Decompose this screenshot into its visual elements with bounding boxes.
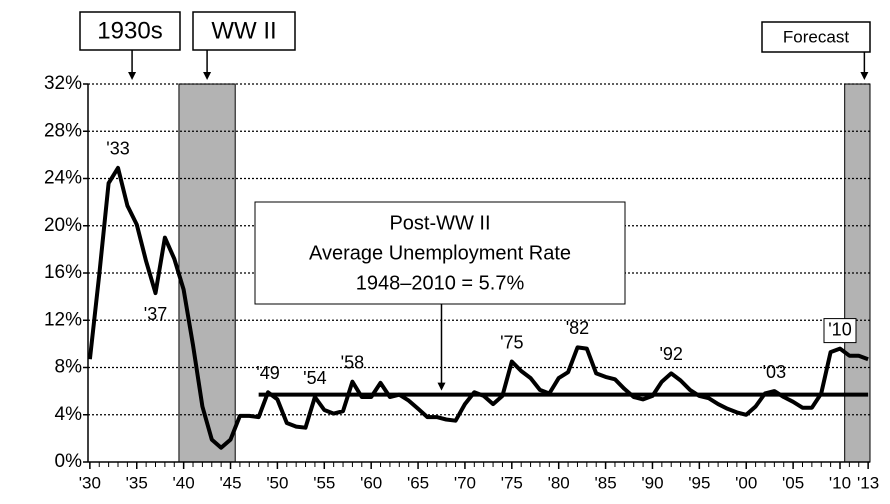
period-label: WW II xyxy=(211,17,276,44)
arrow-head xyxy=(128,72,137,80)
point-label: '10 xyxy=(828,319,851,339)
x-tick-label: '05 xyxy=(782,473,804,492)
x-tick-label: '60 xyxy=(360,473,382,492)
x-tick-label: '40 xyxy=(173,473,195,492)
x-tick-label: '55 xyxy=(313,473,335,492)
annotation-layer: '33 '37 '49 '54 '58 '75 '82 '92 '03 '10 1930s WW II… xyxy=(79,11,871,391)
period-label-box xyxy=(761,21,871,53)
point-label: '92 xyxy=(659,344,682,364)
x-tick-label: '75 xyxy=(501,473,523,492)
y-tick-label: 28% xyxy=(44,120,82,141)
x-tick-label: '35 xyxy=(126,473,148,492)
point-label: '49 xyxy=(256,363,279,383)
point-label: '58 xyxy=(341,352,364,372)
average-label: Average Unemployment Rate xyxy=(309,242,571,264)
x-tick-label: '10 xyxy=(829,473,851,492)
x-tick-label: '70 xyxy=(454,473,476,492)
y-tick-label: 16% xyxy=(44,262,82,283)
shaded-period xyxy=(178,83,236,463)
point-label: '33 xyxy=(106,139,129,159)
point-label: '54 xyxy=(303,368,326,388)
average-label: Post-WW II xyxy=(389,212,490,234)
point-label-box xyxy=(823,318,857,344)
y-tick-label: 20% xyxy=(44,215,82,236)
average-label-box xyxy=(254,201,626,305)
y-tick-label: 12% xyxy=(44,309,82,330)
average-label: 1948–2010 = 5.7% xyxy=(356,272,525,294)
x-tick-label: '00 xyxy=(735,473,757,492)
x-tick-label: '45 xyxy=(219,473,241,492)
point-label: '82 xyxy=(566,318,589,338)
x-tick-label: '90 xyxy=(641,473,663,492)
x-tick-label: '80 xyxy=(548,473,570,492)
point-label: '03 xyxy=(763,362,786,382)
data-line xyxy=(87,165,869,450)
y-tick-label: 0% xyxy=(55,451,83,472)
x-tick-label: '50 xyxy=(266,473,288,492)
point-label: '75 xyxy=(500,332,523,352)
grid-layer: 0% 4% 8% 12% 16% 20% 24% 28% 32% '30 '35 '40 '45 '50 '… xyxy=(44,73,879,492)
arrow-head xyxy=(860,72,869,80)
period-label: Forecast xyxy=(783,27,849,46)
y-tick-label: 8% xyxy=(55,357,83,378)
period-label-box xyxy=(79,11,181,51)
arrow-head xyxy=(203,72,212,80)
y-tick-label: 24% xyxy=(44,168,82,189)
x-tick-label: '65 xyxy=(407,473,429,492)
x-tick-label: '95 xyxy=(688,473,710,492)
y-tick-label: 4% xyxy=(55,404,83,425)
y-tick-label: 32% xyxy=(44,73,82,94)
x-tick-label: '85 xyxy=(595,473,617,492)
period-label-box xyxy=(192,11,296,51)
x-tick-label: '30 xyxy=(79,473,101,492)
period-label: 1930s xyxy=(97,17,162,44)
plot-layer xyxy=(87,165,869,450)
arrow-head xyxy=(437,382,446,391)
x-tick-label: '13 xyxy=(857,473,879,492)
point-label: '37 xyxy=(144,304,167,324)
